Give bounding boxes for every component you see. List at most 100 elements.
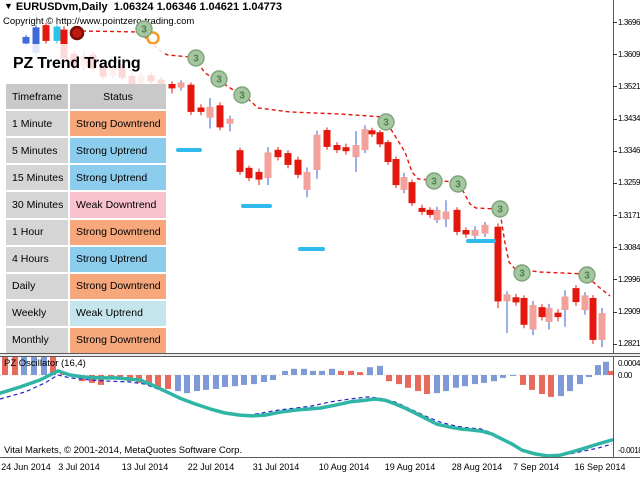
price-axis-label: 1.29090 (618, 307, 640, 316)
oscillator-bar (98, 375, 104, 385)
oscillator-axis-label: -0.0018 (618, 445, 640, 455)
candle-body (554, 312, 562, 318)
oscillator-bar (348, 370, 354, 375)
price-axis-label: 1.33465 (618, 146, 640, 155)
oscillator-bar (270, 375, 276, 380)
candle-body (376, 132, 384, 145)
oscillator-bar (301, 368, 307, 375)
oscillator-bar (2, 357, 8, 375)
price-tick (613, 247, 617, 248)
oscillator-bar (377, 365, 383, 375)
candle-body (177, 82, 185, 88)
candle-body (294, 159, 302, 175)
price-axis-label: 1.34340 (618, 114, 640, 123)
date-axis-label: 3 Jul 2014 (58, 462, 100, 472)
candle-body (442, 211, 450, 220)
price-axis-label: 1.35215 (618, 82, 640, 91)
oscillator-bar (184, 375, 190, 394)
status-1-hour: Strong Downtrend (70, 219, 166, 245)
price-axis-border (613, 0, 614, 457)
oscillator-bar (472, 375, 478, 385)
trend-strength-marker: 3 (491, 200, 509, 218)
trend-strength-marker: 3 (233, 86, 251, 104)
oscillator-bar (520, 375, 526, 385)
date-axis-label: 10 Aug 2014 (318, 462, 370, 472)
ohlc-quotes: 1.06324 1.06346 1.04621 1.04773 (113, 1, 282, 13)
time-axis-separator (0, 457, 640, 458)
oscillator-bar (291, 368, 297, 375)
main-price-chart[interactable]: 3 3 3 3 3 3 3 3 3 3 (0, 0, 613, 354)
status-30-minutes: Weak Downtrend (70, 192, 166, 218)
oscillator-window-label: PZ Oscillator (16,4) (4, 358, 86, 369)
price-tick (613, 183, 617, 184)
price-tick (613, 86, 617, 87)
subwindow-separator-top[interactable] (0, 353, 640, 354)
status-1-minute: Strong Downtrend (70, 111, 166, 137)
trend-strength-marker: 3 (210, 70, 228, 88)
price-tick (613, 151, 617, 152)
candle-body (216, 105, 224, 128)
status-5-minutes: Strong Uptrend (70, 138, 166, 164)
price-axis-label: 1.36090 (618, 50, 640, 59)
chart-symbol-title[interactable]: ▼ EURUSDvm,Daily 1.06324 1.06346 1.04621 … (4, 1, 282, 13)
oscillator-bar (241, 375, 247, 385)
symbol-period-label: EURUSDvm,Daily (15, 1, 108, 13)
candle-body (581, 295, 589, 311)
candle-body (284, 153, 292, 165)
subwindow-separator-band[interactable] (0, 354, 640, 357)
panel-title-bar: PZ Trend Trading (5, 44, 165, 84)
copyright-text: Copyright © http://www.pointzero-trading… (3, 16, 195, 27)
status-monthly: Strong Downtrend (70, 327, 166, 353)
oscillator-bar (21, 357, 27, 375)
date-axis-label: 28 Aug 2014 (451, 462, 503, 472)
marker-number: 3 (455, 179, 461, 190)
candle-body (245, 167, 253, 179)
candle-body (187, 84, 195, 112)
time-axis[interactable]: 24 Jun 2014 3 Jul 2014 13 Jul 2014 22 Jul 2… (0, 458, 640, 480)
candle-body (572, 288, 580, 303)
oscillator-bar (338, 370, 344, 375)
timeframe-5-minutes: 5 Minutes (6, 138, 68, 164)
subwindow-separator-bottom[interactable] (0, 356, 640, 357)
candle-body (384, 142, 392, 162)
candle-body (206, 106, 214, 118)
oscillator-bar (108, 375, 114, 378)
price-axis-label: 1.32590 (618, 178, 640, 187)
date-axis-label: 19 Aug 2014 (384, 462, 436, 472)
status-weekly: Weak Uptrend (70, 300, 166, 326)
candle-body (589, 298, 597, 340)
candle-body (42, 25, 50, 41)
candle-body (53, 26, 61, 41)
oscillator-bar (222, 375, 228, 387)
price-tick (613, 279, 617, 280)
candle-body (520, 298, 528, 325)
oscillator-bar (603, 361, 609, 375)
date-axis-label: 7 Sep 2014 (512, 462, 560, 472)
candle-body (197, 107, 205, 112)
status-4-hours: Strong Uptrend (70, 246, 166, 272)
price-axis[interactable]: 1.36965 1.36090 1.35215 1.34340 1.33465 1.325… (613, 0, 640, 457)
panel-title-text: PZ Trend Trading (13, 55, 141, 72)
oscillator-chart[interactable] (0, 357, 613, 457)
oscillator-bar (282, 370, 288, 375)
chart-dropdown-icon[interactable]: ▼ (4, 1, 13, 11)
candle-body (471, 230, 479, 236)
oscillator-bar (232, 375, 238, 387)
candle-body (433, 209, 441, 221)
candle-body (264, 152, 272, 179)
oscillator-bar (251, 375, 257, 385)
candle-body (323, 130, 331, 147)
price-axis-label: 1.36965 (618, 18, 640, 27)
candle-body (453, 209, 461, 232)
candle-body (255, 171, 263, 180)
candle-body (462, 230, 470, 235)
candle-body (22, 36, 30, 44)
candle-body (32, 27, 40, 53)
oscillator-bar (453, 375, 459, 388)
oscillator-bar (329, 368, 335, 375)
trend-strength-marker: 3 (135, 20, 153, 38)
candle-body (481, 224, 489, 234)
trend-strength-marker: 3 (578, 266, 596, 284)
price-axis-label: 1.31715 (618, 211, 640, 220)
